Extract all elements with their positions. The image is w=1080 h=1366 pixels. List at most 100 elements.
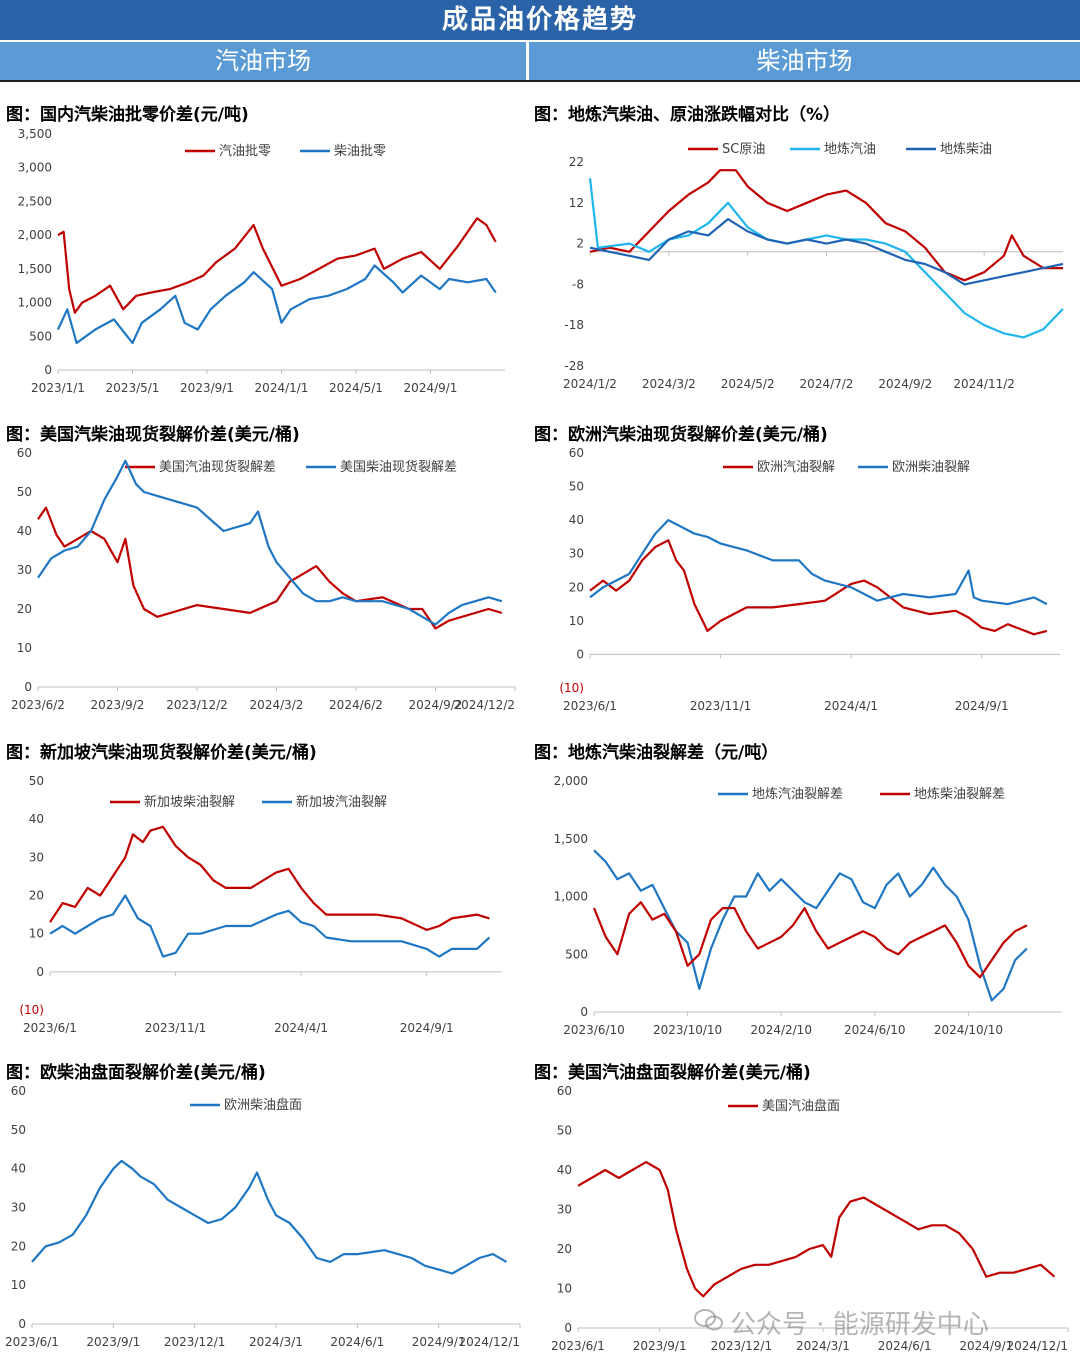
chart-panel-eu-diesel-futures-crack: 图：欧柴油盘面裂解价差(美元/桶) 0 10 20 30 40 50 60 2023/6/1 2… — [0, 1056, 528, 1366]
x-tick-label: 2024/3/2 — [642, 377, 696, 391]
legend-label: SC原油 — [722, 142, 765, 157]
y-tick-label: 0 — [18, 1317, 26, 1331]
x-tick-label: 2023/12/1 — [711, 1339, 773, 1353]
x-tick-label: 2023/9/2 — [91, 698, 145, 712]
legend-label: 美国柴油现货裂解差 — [340, 459, 457, 475]
y-tick-label: 30 — [29, 850, 44, 864]
x-tick-label: 2024/6/10 — [844, 1023, 906, 1037]
series-line-1 — [589, 539, 1048, 636]
chart-title: 图：美国汽柴油现货裂解价差(美元/桶) — [6, 425, 300, 445]
legend-label: 地炼汽油 — [824, 142, 876, 157]
y-tick-label: 2,000 — [554, 774, 588, 788]
legend-label: 欧洲汽油裂解 — [757, 460, 835, 475]
x-tick-label: 2024/3/1 — [249, 1335, 303, 1349]
legend-label: 地炼柴油 — [940, 142, 992, 157]
y-tick-label: 2 — [576, 237, 584, 251]
y-tick-label: 10 — [29, 927, 44, 941]
y-tick-label: 20 — [11, 1239, 26, 1253]
chart-eu-spot-crack: (10) 0 10 20 30 40 50 60 2023/6/1 2023/11/1 2024/4… — [559, 446, 1060, 713]
y-tick-label: 22 — [569, 155, 584, 169]
chart-us-spot-crack: 0 10 20 30 40 50 60 2023/6/2 2023/9/2 2023/12/2 20… — [11, 446, 516, 712]
x-tick-label: 2024/4/1 — [824, 699, 878, 713]
x-tick-label: 2024/3/1 — [796, 1339, 850, 1353]
x-tick-label: 2024/6/2 — [329, 698, 383, 712]
y-tick-label: (10) — [559, 681, 584, 695]
x-tick-label: 2023/9/1 — [180, 381, 234, 395]
y-tick-label: 0 — [576, 647, 584, 661]
y-tick-label: 10 — [557, 1282, 572, 1296]
y-tick-label: 60 — [11, 1084, 26, 1098]
y-tick-label: 0 — [24, 680, 32, 694]
series-line-2 — [49, 894, 491, 958]
y-tick-label: 10 — [11, 1278, 26, 1292]
y-tick-label: 50 — [29, 774, 44, 788]
y-tick-label: 2,500 — [18, 194, 52, 208]
header-divider — [0, 80, 1080, 82]
legend-label: 欧洲柴油盘面 — [224, 1097, 302, 1113]
y-tick-label: 50 — [569, 480, 584, 494]
chart-eu-diesel-futures-crack: 0 10 20 30 40 50 60 2023/6/1 2023/9/1 2023/12/1 20… — [5, 1084, 521, 1349]
chart-title: 图：欧洲汽柴油现货裂解价差(美元/桶) — [534, 425, 828, 445]
x-tick-label: 2023/6/1 — [551, 1339, 605, 1353]
legend-label: 美国汽油盘面 — [762, 1098, 840, 1114]
x-tick-label: 2024/6/1 — [878, 1339, 932, 1353]
x-tick-label: 2024/9/1 — [400, 1021, 454, 1035]
x-tick-label: 2024/12/1 — [1006, 1339, 1068, 1353]
y-tick-label: 0 — [580, 1005, 588, 1019]
legend-label: 欧洲柴油裂解 — [892, 460, 970, 475]
x-tick-label: 2024/6/1 — [330, 1335, 384, 1349]
series-line-2 — [57, 264, 497, 345]
diesel-market-header: 柴油市场 — [529, 42, 1080, 80]
x-tick-label: 2023/11/1 — [690, 699, 752, 713]
chart-sg-spot-crack: (10) 0 10 20 30 40 50 2023/6/1 2023/11/1 2024/4/1… — [19, 774, 502, 1035]
series-line-1 — [589, 169, 1063, 282]
y-tick-label: 2,000 — [18, 228, 52, 242]
x-tick-label: 2023/10/10 — [653, 1023, 722, 1037]
chart-local-refinery-vs-crude: -28 -18 -8 2 12 22 2024/1/2 2024/3/2 2024/5/2 202… — [563, 142, 1064, 391]
x-tick-label: 2023/5/1 — [106, 381, 160, 395]
legend-label: 新加坡柴油裂解 — [144, 794, 235, 810]
chart-title: 图：地炼汽柴油裂解差（元/吨） — [534, 743, 779, 763]
y-tick-label: 30 — [557, 1203, 572, 1217]
legend-label: 地炼汽油裂解差 — [752, 787, 843, 802]
legend-label: 新加坡汽油裂解 — [296, 794, 387, 810]
y-tick-label: 60 — [569, 446, 584, 460]
gasoline-market-header: 汽油市场 — [0, 42, 526, 80]
x-tick-label: 2023/9/1 — [633, 1339, 687, 1353]
y-tick-label: 10 — [569, 614, 584, 628]
chart-panel-eu-spot-crack: 图：欧洲汽柴油现货裂解价差(美元/桶) (10) 0 10 20 30 40 50 60 202… — [528, 418, 1080, 718]
series-line-2 — [592, 901, 1028, 979]
y-tick-label: -18 — [564, 318, 584, 332]
y-tick-label: 0 — [564, 1321, 572, 1335]
y-tick-label: 500 — [565, 947, 588, 961]
watermark: 公众号 · 能源研发中心 — [730, 1310, 989, 1340]
y-tick-label: 20 — [29, 889, 44, 903]
series-line-2 — [589, 519, 1048, 606]
y-tick-label: 20 — [569, 580, 584, 594]
chart-panel-local-refinery-vs-crude: 图：地炼汽柴油、原油涨跌幅对比（%） -28 -18 -8 2 12 22 2024/1/2… — [528, 98, 1080, 404]
y-tick-label: 1,500 — [18, 262, 52, 276]
x-tick-label: 2024/9/1 — [412, 1335, 466, 1349]
y-tick-label: 500 — [29, 329, 52, 343]
x-tick-label: 2024/12/1 — [458, 1335, 520, 1349]
y-tick-label: (10) — [19, 1003, 44, 1017]
y-tick-label: 3,500 — [18, 127, 52, 141]
y-tick-label: 50 — [17, 485, 32, 499]
x-tick-label: 2024/9/1 — [404, 381, 458, 395]
x-tick-label: 2023/9/1 — [86, 1335, 140, 1349]
x-tick-label: 2024/7/2 — [800, 377, 854, 391]
y-tick-label: 1,500 — [554, 832, 588, 846]
y-tick-label: 12 — [569, 196, 584, 210]
chart-title: 图：地炼汽柴油、原油涨跌幅对比（%） — [534, 105, 841, 125]
y-tick-label: 50 — [557, 1124, 572, 1138]
y-tick-label: 20 — [17, 602, 32, 616]
chart-title: 图：美国汽油盘面裂解价差(美元/桶) — [534, 1063, 811, 1083]
x-tick-label: 2024/9/1 — [959, 1339, 1013, 1353]
x-tick-label: 2024/4/1 — [274, 1021, 328, 1035]
series-line-2 — [588, 178, 1064, 339]
page-title: 成品油价格趋势 — [0, 0, 1080, 40]
chart-title: 图：国内汽柴油批零价差(元/吨) — [6, 105, 249, 125]
legend-label: 美国汽油现货裂解差 — [159, 459, 276, 475]
x-tick-label: 2023/6/1 — [5, 1335, 59, 1349]
legend-label: 汽油批零 — [219, 144, 271, 159]
